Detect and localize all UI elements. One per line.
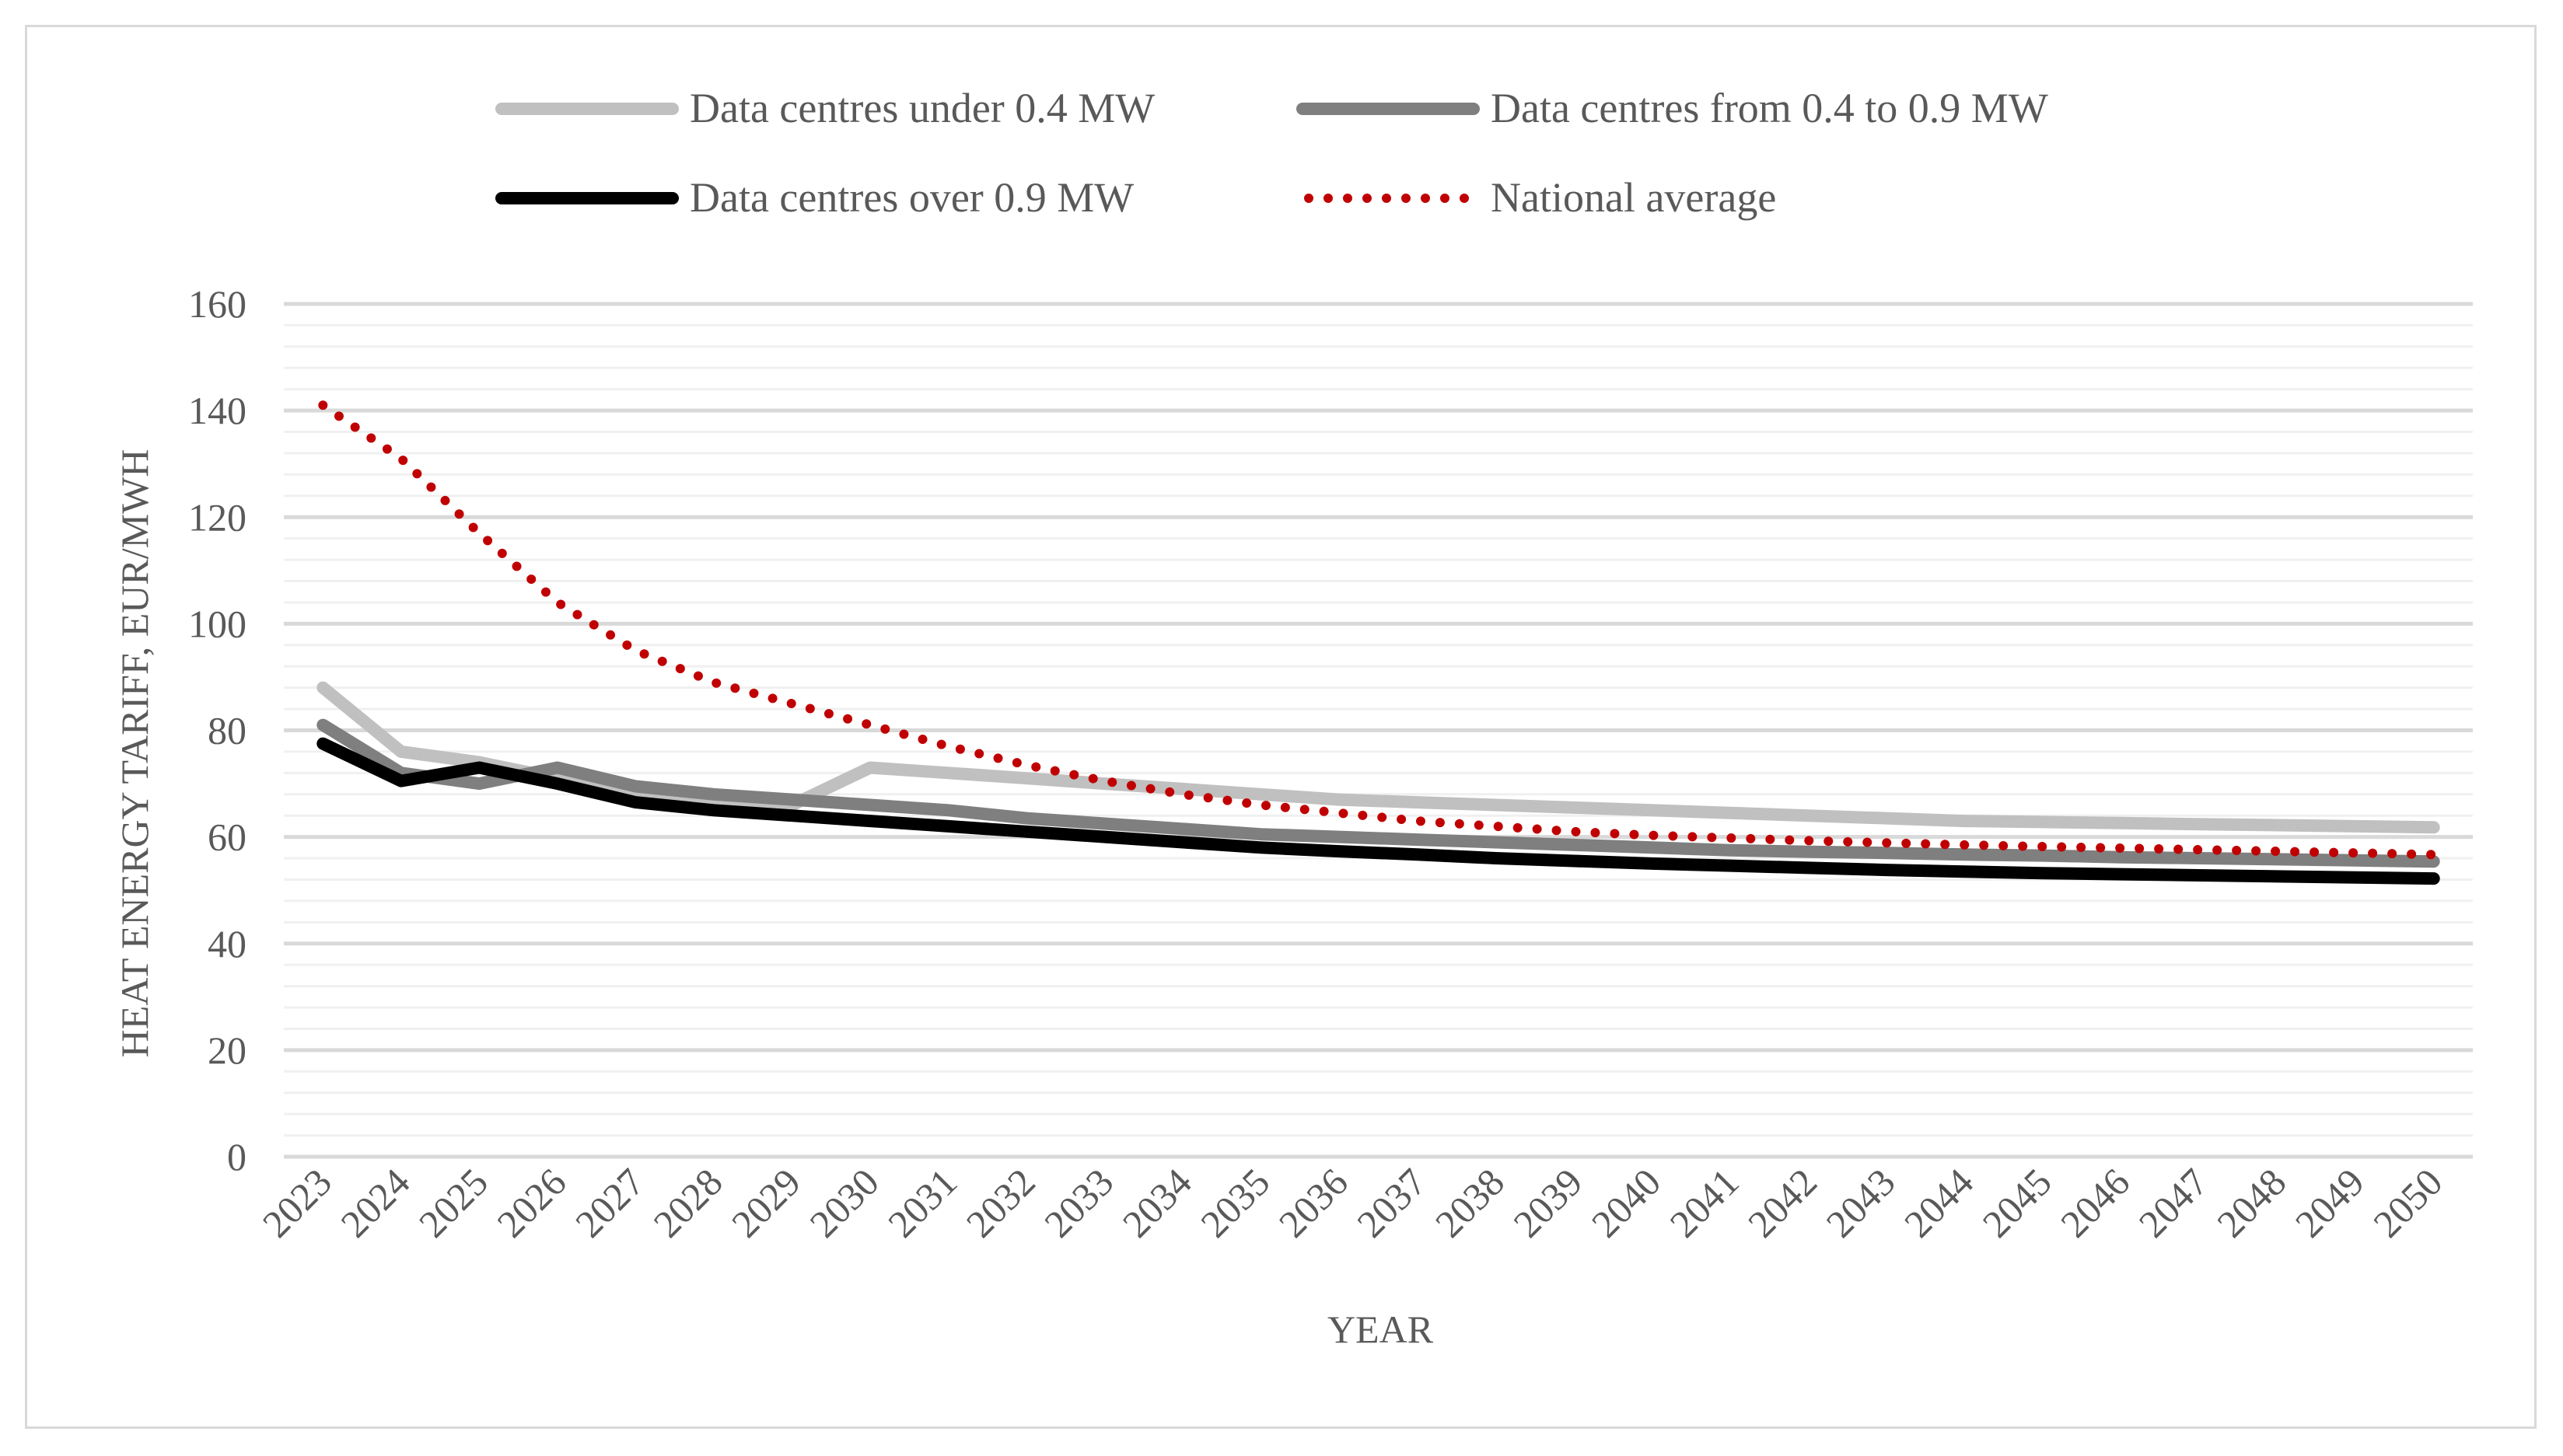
y-tick-label: 160 — [188, 282, 247, 326]
x-tick-label: 2045 — [1974, 1160, 2060, 1245]
x-tick-label: 2049 — [2287, 1160, 2372, 1245]
y-tick-label: 0 — [227, 1135, 247, 1178]
series-line-4 — [318, 400, 2439, 860]
x-tick-label: 2028 — [645, 1160, 730, 1245]
x-tick-label: 2047 — [2131, 1160, 2216, 1245]
x-tick-label: 2041 — [1661, 1160, 1747, 1245]
chart-frame: 0 20 40 60 80 100 120 140 160 2023 2024 2025 2026 202… — [25, 25, 2537, 1429]
x-tick-label: 2038 — [1427, 1160, 1512, 1245]
x-tick-label: 2024 — [332, 1160, 418, 1245]
axes: 0204060801001201401602023202420252026202… — [188, 282, 2473, 1245]
line-chart: 0204060801001201401602023202420252026202… — [113, 85, 2473, 1351]
x-tick-label: 2033 — [1036, 1160, 1121, 1245]
x-tick-label: 2040 — [1583, 1160, 1669, 1245]
x-tick-label: 2031 — [879, 1160, 965, 1245]
x-axis-title: YEAR — [1327, 1308, 1434, 1351]
x-tick-label: 2026 — [488, 1160, 574, 1245]
gridlines — [284, 302, 2473, 1159]
series-line-1 — [316, 681, 2440, 834]
x-tick-label: 2044 — [1896, 1160, 1981, 1245]
y-axis-title: HEAT ENERGY TARIFF, EUR/MWH — [113, 449, 156, 1058]
x-tick-label: 2042 — [1740, 1160, 1825, 1245]
x-tick-label: 2027 — [567, 1160, 652, 1245]
x-tick-label: 2025 — [411, 1160, 496, 1245]
x-tick-label: 2037 — [1348, 1160, 1434, 1245]
series-line-3 — [316, 737, 2440, 885]
series-line-2 — [316, 718, 2440, 868]
x-tick-label: 2030 — [801, 1160, 886, 1245]
y-tick-label: 120 — [188, 495, 247, 539]
x-tick-label: 2046 — [2052, 1160, 2138, 1245]
y-tick-label: 80 — [208, 709, 247, 752]
legend-label-1: Data centres under 0.4 MW — [690, 85, 1155, 131]
x-tick-label: 2023 — [254, 1160, 340, 1245]
x-tick-label: 2050 — [2365, 1160, 2450, 1245]
x-tick-label: 2032 — [958, 1160, 1044, 1245]
y-tick-label: 100 — [188, 602, 247, 645]
x-tick-label: 2039 — [1505, 1160, 1590, 1245]
series-lines — [316, 400, 2440, 885]
legend-label-3: Data centres over 0.9 MW — [690, 174, 1134, 221]
x-tick-label: 2048 — [2208, 1160, 2294, 1245]
x-tick-label: 2036 — [1271, 1160, 1356, 1245]
y-tick-label: 20 — [208, 1028, 247, 1072]
legend-label-2: Data centres from 0.4 to 0.9 MW — [1491, 85, 2048, 131]
x-tick-label: 2035 — [1192, 1160, 1278, 1245]
legend: Data centres under 0.4 MW Data centres fr… — [495, 85, 2048, 221]
y-tick-label: 60 — [208, 815, 247, 859]
legend-label-4: National average — [1491, 174, 1776, 221]
y-tick-label: 40 — [208, 922, 247, 965]
y-tick-label: 140 — [188, 389, 247, 432]
x-tick-label: 2029 — [723, 1160, 809, 1245]
x-tick-label: 2043 — [1817, 1160, 1903, 1245]
x-tick-label: 2034 — [1114, 1160, 1200, 1245]
